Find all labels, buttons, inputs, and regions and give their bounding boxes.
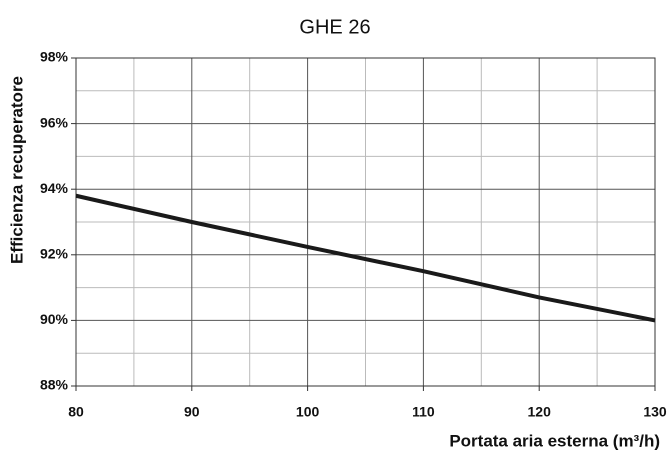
x-tick-label: 110 — [412, 404, 435, 420]
x-tick-label: 100 — [296, 404, 320, 420]
plot-frame — [75, 57, 656, 387]
x-axis-label: Portata aria esterna (m³/h) — [449, 431, 660, 450]
y-tick-label: 98% — [40, 49, 69, 65]
x-tick-label: 90 — [184, 404, 200, 420]
y-tick-label: 90% — [40, 311, 69, 327]
x-tick-label: 80 — [68, 404, 84, 420]
y-axis-label: Efficienza recuperatore — [7, 76, 26, 264]
chart-title: GHE 26 — [299, 16, 370, 38]
x-tick-label: 120 — [528, 404, 552, 420]
x-tick-label: 130 — [643, 404, 667, 420]
y-tick-label: 96% — [40, 114, 69, 130]
data-line — [75, 193, 656, 323]
y-tick-label: 94% — [40, 180, 69, 196]
y-tick-label: 92% — [40, 246, 69, 262]
y-tick-label: 88% — [40, 377, 69, 393]
